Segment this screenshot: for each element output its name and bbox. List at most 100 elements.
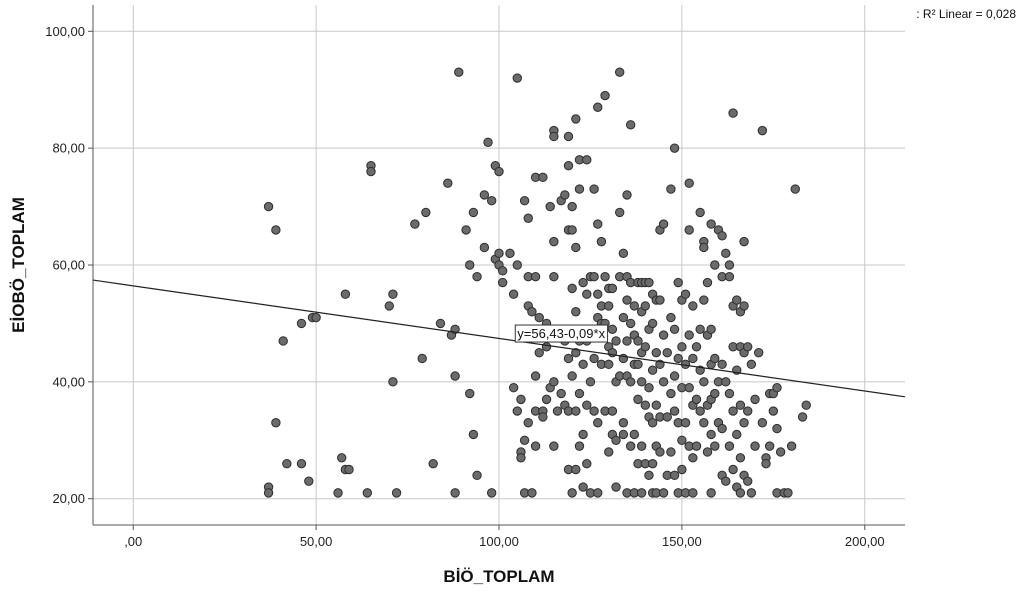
data-point xyxy=(666,447,676,457)
data-point xyxy=(410,219,420,229)
data-point xyxy=(366,166,376,177)
r2-label: : R² Linear = 0,028 xyxy=(916,7,1016,21)
data-point xyxy=(677,435,687,445)
data-point xyxy=(640,301,651,311)
data-point xyxy=(680,289,691,299)
data-point xyxy=(443,178,453,188)
data-point xyxy=(706,429,716,440)
data-point xyxy=(541,394,552,405)
data-point xyxy=(615,67,625,77)
x-tick-label: 200,00 xyxy=(845,534,885,549)
data-point xyxy=(611,336,621,346)
data-point xyxy=(571,114,581,124)
data-point xyxy=(669,371,680,381)
data-point xyxy=(388,289,398,299)
data-point xyxy=(644,277,654,288)
data-point xyxy=(271,418,281,428)
data-point xyxy=(622,336,632,346)
data-point xyxy=(582,400,592,410)
data-point xyxy=(629,301,640,311)
data-point xyxy=(589,184,599,194)
data-point xyxy=(677,464,687,475)
data-point xyxy=(585,377,596,387)
data-point xyxy=(644,382,654,393)
data-point xyxy=(761,458,771,469)
data-point xyxy=(658,219,669,229)
data-point xyxy=(465,260,475,270)
data-point xyxy=(560,190,570,200)
data-point xyxy=(505,248,515,259)
data-point xyxy=(746,359,757,370)
data-point xyxy=(636,377,647,387)
data-point xyxy=(739,301,749,311)
data-point xyxy=(512,73,522,83)
data-point xyxy=(801,400,811,410)
data-point xyxy=(530,371,541,381)
data-point xyxy=(263,201,274,212)
data-point xyxy=(655,295,665,305)
data-point xyxy=(582,458,592,469)
data-point xyxy=(743,406,753,416)
data-point xyxy=(684,225,694,235)
data-point xyxy=(607,324,618,334)
data-point xyxy=(666,312,676,323)
data-point xyxy=(636,441,647,451)
data-point xyxy=(589,353,599,364)
data-point xyxy=(552,406,563,416)
data-point xyxy=(655,447,665,457)
data-point xyxy=(596,236,607,247)
data-point xyxy=(724,441,735,451)
data-point xyxy=(702,447,713,457)
data-point xyxy=(563,353,574,364)
x-tick-label: ,00 xyxy=(124,534,142,549)
data-point xyxy=(647,365,658,375)
data-point xyxy=(790,184,800,194)
data-point xyxy=(625,441,636,451)
data-point xyxy=(724,271,735,282)
data-point xyxy=(512,406,522,416)
y-tick-label: 60,00 xyxy=(52,258,85,273)
data-point xyxy=(710,260,720,270)
data-point xyxy=(582,289,592,299)
data-point xyxy=(538,172,548,183)
data-point xyxy=(739,418,749,428)
data-point xyxy=(362,488,373,498)
data-point xyxy=(710,441,720,451)
data-point xyxy=(530,441,541,451)
data-point xyxy=(710,353,720,364)
data-point xyxy=(604,447,614,457)
data-point xyxy=(468,429,479,440)
data-point xyxy=(633,394,643,405)
data-point xyxy=(739,236,749,247)
fit-line-group: y=56,43-0,09*x xyxy=(92,279,906,398)
data-point xyxy=(516,394,526,405)
data-point xyxy=(461,225,471,235)
x-axis-title: BİÖ_TOPLAM xyxy=(443,567,554,586)
data-point xyxy=(494,166,504,177)
data-point xyxy=(604,359,614,370)
data-point xyxy=(494,248,504,259)
data-point xyxy=(735,400,746,410)
data-point xyxy=(735,488,746,498)
data-point xyxy=(527,488,537,498)
data-point xyxy=(337,453,347,463)
data-point xyxy=(479,190,490,200)
data-point xyxy=(450,371,460,381)
data-point xyxy=(669,324,680,334)
data-point xyxy=(680,418,691,428)
x-tick-labels: ,00 50,00 100,00 150,00 200,00 xyxy=(124,525,885,549)
data-point xyxy=(607,283,618,294)
data-point xyxy=(618,248,629,259)
data-point xyxy=(304,476,314,486)
data-point xyxy=(567,283,577,294)
data-point xyxy=(497,266,508,276)
data-point xyxy=(571,406,581,416)
data-point xyxy=(721,476,731,486)
data-point xyxy=(662,347,672,358)
data-point xyxy=(618,312,629,323)
data-point xyxy=(651,347,661,358)
data-point xyxy=(691,342,702,352)
data-point xyxy=(688,488,698,498)
data-point xyxy=(593,289,603,299)
data-point xyxy=(571,242,581,253)
